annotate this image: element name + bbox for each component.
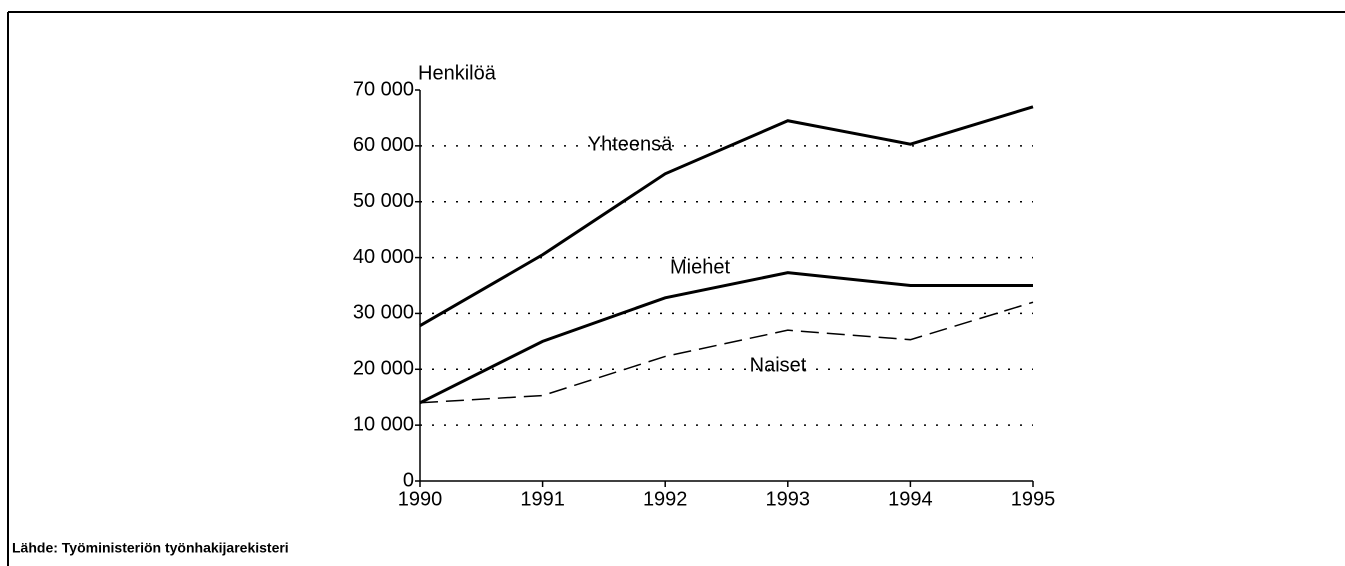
x-tick-label: 1994	[888, 488, 933, 510]
x-tick-label: 1995	[1011, 488, 1056, 510]
y-tick-label: 70 000	[353, 78, 414, 100]
y-tick-label: 30 000	[353, 302, 414, 324]
y-tick-label: 50 000	[353, 190, 414, 212]
x-tick-label: 1991	[520, 488, 565, 510]
y-tick-label: 0	[403, 469, 414, 491]
series-label: Yhteensä	[588, 133, 673, 155]
x-tick-label: 1992	[643, 488, 688, 510]
y-tick-label: 40 000	[353, 246, 414, 268]
series-line	[419, 105, 1034, 328]
series-label: Naiset	[750, 354, 807, 376]
y-tick-label: 20 000	[353, 358, 414, 380]
x-tick-label: 1993	[766, 488, 811, 510]
source-note: Lähde: Työministeriön työnhakijarekister…	[12, 540, 289, 556]
x-tick-label: 1990	[398, 488, 443, 510]
y-tick-label: 60 000	[353, 134, 414, 156]
series-label: Miehet	[670, 256, 730, 278]
series-line	[419, 301, 1034, 404]
y-tick-label: 10 000	[353, 413, 414, 435]
y-axis-label: Henkilöä	[418, 62, 497, 84]
series-line	[419, 271, 1033, 405]
